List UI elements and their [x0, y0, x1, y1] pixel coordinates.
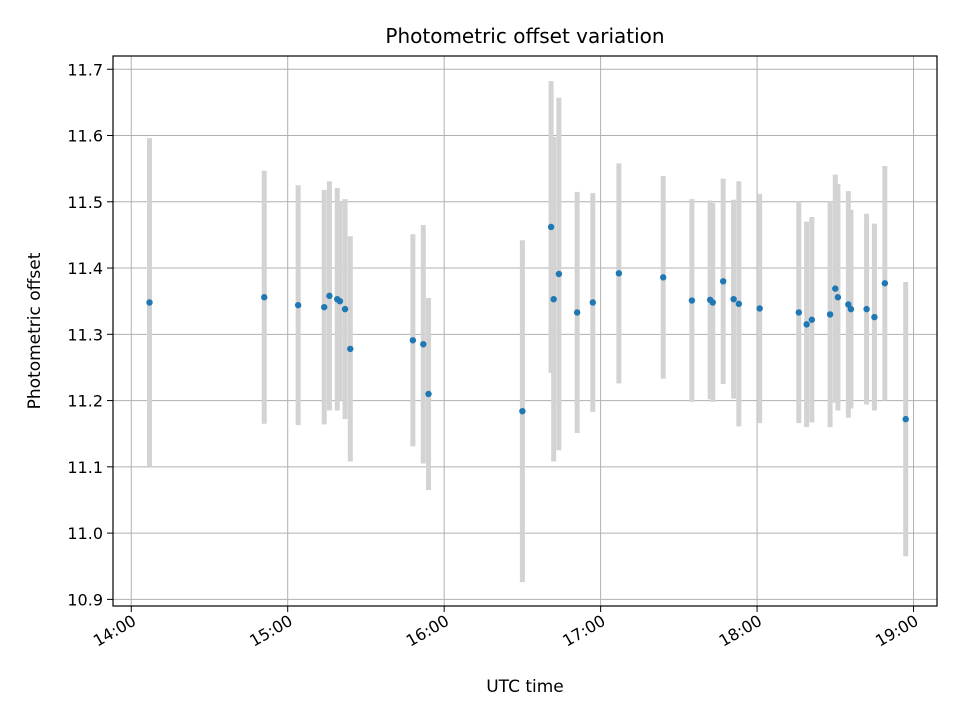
data-point	[420, 341, 427, 348]
data-point	[808, 316, 816, 323]
data-point	[688, 297, 696, 304]
chart-title: Photometric offset variation	[385, 24, 664, 48]
data-point	[756, 305, 763, 312]
data-point	[719, 278, 727, 285]
y-tick-label: 11.0	[67, 524, 103, 543]
data-point	[709, 299, 716, 306]
data-point	[547, 223, 555, 231]
data-point	[336, 297, 344, 305]
y-axis-label: Photometric offset	[25, 252, 45, 409]
data-point	[519, 407, 526, 415]
y-axis: 10.9 11.0 11.1 11.2 11.3 11.4 11.5 11.6 11.7	[67, 60, 113, 609]
data-point	[845, 301, 852, 308]
data-point	[341, 305, 349, 313]
y-tick-label: 11.3	[67, 325, 103, 344]
data-point	[735, 300, 743, 308]
data-point	[550, 295, 557, 303]
y-tick-label: 10.9	[67, 590, 103, 609]
data-point	[326, 292, 333, 300]
y-tick-label: 11.2	[67, 392, 103, 411]
plot-frame	[112, 55, 938, 607]
y-tick-label: 11.1	[67, 458, 103, 477]
x-axis-label: UTC time	[486, 677, 564, 697]
data-point	[261, 294, 268, 301]
data-point	[834, 294, 842, 301]
data-point	[871, 313, 878, 321]
data-point	[589, 299, 596, 306]
data-point	[902, 415, 909, 423]
y-tick-label: 11.4	[67, 259, 103, 278]
data-point	[660, 274, 667, 281]
data-point	[826, 311, 834, 318]
data-point	[881, 280, 889, 287]
data-point	[555, 270, 563, 278]
data-point	[146, 299, 153, 306]
data-point	[730, 295, 737, 303]
data-point	[832, 285, 839, 292]
data-point	[294, 301, 302, 309]
data-point	[573, 309, 581, 316]
data-point	[615, 270, 623, 277]
data-point	[847, 305, 855, 313]
data-points	[146, 223, 909, 423]
data-point	[425, 390, 432, 398]
data-point	[803, 321, 810, 328]
data-point	[347, 345, 354, 353]
data-point	[321, 303, 328, 311]
y-tick-label: 11.5	[67, 193, 103, 212]
y-tick-label: 11.6	[67, 127, 103, 146]
data-point	[409, 337, 417, 344]
data-point	[795, 309, 802, 316]
data-point	[863, 305, 870, 313]
y-tick-label: 11.7	[67, 60, 103, 79]
